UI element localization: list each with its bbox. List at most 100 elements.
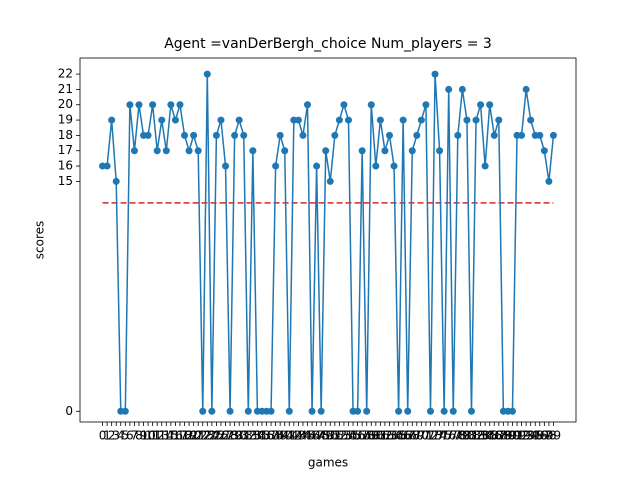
data-point	[358, 147, 366, 155]
data-point	[399, 116, 407, 124]
x-tick-label: 58	[359, 429, 374, 443]
data-point	[344, 116, 352, 124]
x-tick-label: 97	[537, 429, 552, 443]
x-tick-label: 65	[391, 429, 406, 443]
x-tick-label: 21	[191, 429, 206, 443]
data-point	[267, 407, 275, 415]
plot-frame	[79, 57, 577, 423]
x-tick-label: 9	[140, 429, 148, 443]
x-tick-label: 2	[108, 429, 116, 443]
x-axis-label: games	[308, 456, 348, 470]
y-tick-label: 22	[58, 67, 73, 81]
x-tick-label: 26	[213, 429, 228, 443]
x-tick-label: 20	[186, 429, 201, 443]
x-tick-label: 24	[204, 429, 219, 443]
data-point	[203, 70, 211, 78]
data-point	[331, 131, 339, 139]
x-tick-label: 7	[131, 429, 139, 443]
data-point	[436, 147, 444, 155]
x-tick-label: 10	[140, 429, 155, 443]
x-tick-label: 50	[323, 429, 338, 443]
data-point	[304, 101, 312, 109]
x-tick-label: 59	[364, 429, 379, 443]
data-point	[536, 131, 544, 139]
data-point	[522, 85, 530, 93]
x-tick-label: 31	[236, 429, 251, 443]
x-tick-label: 95	[528, 429, 543, 443]
x-tick-label: 3	[112, 429, 120, 443]
data-point	[545, 177, 553, 185]
data-point	[417, 116, 425, 124]
x-tick-label: 6	[126, 429, 134, 443]
x-tick-label: 23	[200, 429, 215, 443]
x-tick-label: 13	[154, 429, 169, 443]
data-point	[158, 116, 166, 124]
data-point	[217, 116, 225, 124]
x-tick-label: 0	[99, 429, 107, 443]
data-point	[367, 101, 375, 109]
x-tick-label: 32	[241, 429, 256, 443]
x-tick-label: 48	[314, 429, 329, 443]
x-tick-label: 86	[487, 429, 502, 443]
x-tick-label: 92	[514, 429, 529, 443]
data-point	[326, 177, 334, 185]
data-point	[463, 116, 471, 124]
data-point	[103, 162, 111, 170]
x-tick-label: 51	[327, 429, 342, 443]
x-tick-label: 60	[368, 429, 383, 443]
x-tick-label: 62	[377, 429, 392, 443]
data-point	[340, 101, 348, 109]
x-tick-label: 81	[464, 429, 479, 443]
x-tick-label: 84	[477, 429, 492, 443]
x-tick-label: 91	[509, 429, 524, 443]
data-point	[495, 116, 503, 124]
data-point	[549, 131, 557, 139]
data-point	[354, 407, 362, 415]
data-point	[404, 407, 412, 415]
data-point	[458, 85, 466, 93]
data-point	[363, 407, 371, 415]
data-point	[153, 147, 161, 155]
data-point	[527, 116, 535, 124]
data-point	[518, 131, 526, 139]
data-point	[486, 101, 494, 109]
x-tick-label: 64	[386, 429, 401, 443]
data-point	[395, 407, 403, 415]
x-tick-label: 72	[423, 429, 438, 443]
x-tick-label: 82	[468, 429, 483, 443]
x-tick-label: 94	[523, 429, 538, 443]
x-tick-label: 25	[209, 429, 224, 443]
x-tick-label: 93	[518, 429, 533, 443]
x-tick-label: 18	[177, 429, 192, 443]
x-tick-label: 42	[286, 429, 301, 443]
data-point	[467, 407, 475, 415]
x-tick-label: 90	[505, 429, 520, 443]
data-point	[212, 131, 220, 139]
x-tick-label: 39	[273, 429, 288, 443]
data-point	[490, 131, 498, 139]
x-tick-label: 96	[532, 429, 547, 443]
data-point	[194, 147, 202, 155]
data-point	[171, 116, 179, 124]
x-tick-label: 22	[195, 429, 210, 443]
data-point	[190, 131, 198, 139]
x-tick-label: 44	[295, 429, 310, 443]
x-tick-label: 80	[459, 429, 474, 443]
data-point	[440, 407, 448, 415]
x-tick-label: 76	[441, 429, 456, 443]
data-point	[272, 162, 280, 170]
data-point	[181, 131, 189, 139]
data-point	[130, 147, 138, 155]
data-point	[385, 131, 393, 139]
x-tick-label: 49	[318, 429, 333, 443]
y-tick-label: 0	[65, 404, 73, 418]
x-tick-label: 53	[336, 429, 351, 443]
x-tick-label: 12	[150, 429, 165, 443]
x-tick-label: 38	[268, 429, 283, 443]
data-point	[144, 131, 152, 139]
data-point	[481, 162, 489, 170]
data-point	[135, 101, 143, 109]
x-tick-label: 11	[145, 429, 160, 443]
